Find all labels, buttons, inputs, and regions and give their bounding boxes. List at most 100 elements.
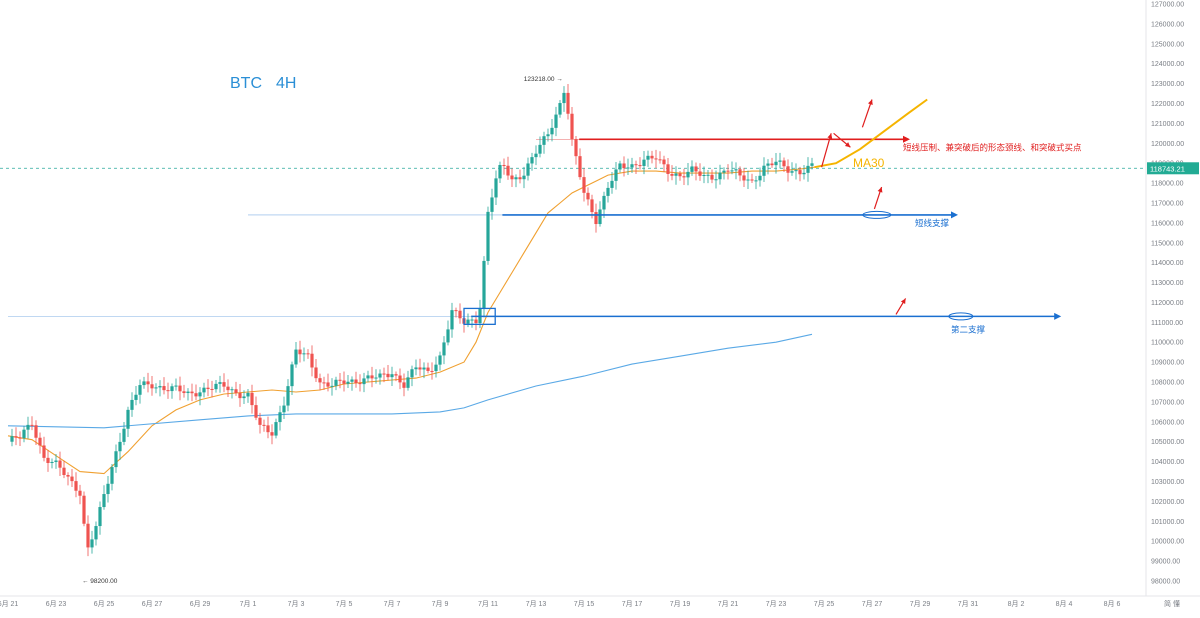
candle-body bbox=[326, 382, 330, 387]
candle-body bbox=[82, 495, 86, 524]
x-tick-label: 7月 29 bbox=[910, 600, 931, 608]
candle-body bbox=[94, 526, 98, 540]
x-tick-label: 6月 25 bbox=[94, 600, 115, 608]
candle-body bbox=[782, 160, 786, 167]
candle-body bbox=[350, 379, 354, 382]
candle-body bbox=[386, 373, 390, 378]
candle-body bbox=[194, 393, 198, 397]
candle-body bbox=[102, 494, 106, 508]
candle-body bbox=[554, 114, 558, 128]
candle-body bbox=[170, 386, 174, 392]
candle-body bbox=[514, 177, 518, 180]
candle-body bbox=[730, 170, 734, 172]
candle-body bbox=[762, 165, 766, 176]
y-tick-label: 106000.00 bbox=[1151, 419, 1184, 426]
y-tick-label: 126000.00 bbox=[1151, 21, 1184, 28]
candle-body bbox=[486, 211, 490, 261]
candle-body bbox=[686, 171, 690, 178]
y-tick-label: 105000.00 bbox=[1151, 439, 1184, 446]
y-tick-label: 103000.00 bbox=[1151, 479, 1184, 486]
candle-body bbox=[562, 92, 566, 104]
breakout-box bbox=[463, 307, 496, 325]
candle-body bbox=[466, 319, 470, 324]
candle-body bbox=[718, 172, 722, 180]
annotation-arrow-head bbox=[844, 142, 851, 148]
candle-body bbox=[154, 387, 158, 389]
candle-body bbox=[538, 144, 542, 154]
candle-body bbox=[594, 212, 598, 225]
candle-body bbox=[454, 310, 458, 312]
candle-body bbox=[806, 165, 810, 173]
candle-body bbox=[198, 392, 202, 397]
candle-body bbox=[778, 160, 782, 162]
candle-body bbox=[654, 158, 658, 160]
candle-body bbox=[738, 169, 742, 176]
candle-body bbox=[690, 166, 694, 172]
x-tick-label: 8月 4 bbox=[1056, 600, 1073, 608]
candle-body bbox=[158, 386, 162, 388]
x-tick-label: 7月 15 bbox=[574, 600, 595, 608]
candle-body bbox=[270, 432, 274, 436]
candles-layer bbox=[10, 83, 814, 557]
candle-body bbox=[474, 319, 478, 324]
y-tick-label: 121000.00 bbox=[1151, 121, 1184, 128]
candle-body bbox=[358, 383, 362, 385]
candle-body bbox=[166, 390, 170, 392]
candle-body bbox=[302, 353, 306, 355]
ma200-line bbox=[7, 333, 813, 429]
x-tick-label: 7月 1 bbox=[240, 600, 257, 608]
candle-body bbox=[86, 523, 90, 548]
y-tick-label: 114000.00 bbox=[1151, 260, 1184, 267]
candle-body bbox=[186, 391, 190, 394]
candle-body bbox=[498, 164, 502, 179]
candle-body bbox=[150, 384, 154, 389]
candle-body bbox=[710, 174, 714, 180]
candle-body bbox=[290, 364, 294, 387]
candle-body bbox=[362, 378, 366, 385]
candle-body bbox=[254, 405, 258, 418]
y-tick-label: 116000.00 bbox=[1151, 220, 1184, 227]
candle-body bbox=[258, 417, 262, 425]
candle-body bbox=[398, 375, 402, 383]
candle-body bbox=[642, 159, 646, 166]
candle-body bbox=[626, 167, 630, 169]
candle-body bbox=[794, 170, 798, 172]
candle-body bbox=[34, 425, 38, 438]
candle-body bbox=[18, 437, 22, 439]
x-tick-label: 7月 23 bbox=[766, 600, 787, 608]
y-tick-label: 102000.00 bbox=[1151, 499, 1184, 506]
candle-body bbox=[566, 92, 570, 114]
y-tick-label: 127000.00 bbox=[1151, 2, 1184, 9]
candle-body bbox=[278, 412, 282, 423]
candle-body bbox=[334, 379, 338, 386]
candle-body bbox=[650, 155, 654, 159]
candle-body bbox=[78, 490, 82, 496]
time-axis-corner-label[interactable]: 简 懂 bbox=[1164, 599, 1180, 608]
y-tick-label: 107000.00 bbox=[1151, 399, 1184, 406]
candle-body bbox=[26, 424, 30, 430]
x-tick-label: 7月 31 bbox=[958, 600, 979, 608]
candle-body bbox=[14, 436, 18, 438]
candle-body bbox=[530, 157, 534, 164]
candle-body bbox=[526, 163, 530, 176]
candle-body bbox=[558, 103, 562, 115]
candle-body bbox=[666, 164, 670, 174]
x-tick-label: 7月 11 bbox=[478, 600, 498, 608]
candle-body bbox=[406, 377, 410, 388]
candle-body bbox=[314, 367, 318, 379]
x-tick-label: 7月 5 bbox=[336, 600, 353, 608]
candle-body bbox=[366, 375, 370, 379]
candle-body bbox=[610, 180, 614, 188]
candle-body bbox=[582, 177, 586, 193]
candle-body bbox=[390, 374, 394, 378]
candle-body bbox=[218, 382, 222, 384]
y-tick-label: 109000.00 bbox=[1151, 360, 1184, 367]
candle-body bbox=[522, 175, 526, 180]
candle-body bbox=[250, 392, 254, 406]
candle-body bbox=[330, 385, 334, 387]
y-tick-label: 117000.00 bbox=[1151, 200, 1184, 207]
